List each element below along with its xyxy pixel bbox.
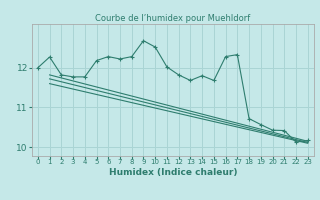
X-axis label: Humidex (Indice chaleur): Humidex (Indice chaleur) (108, 168, 237, 177)
Title: Courbe de l’humidex pour Muehldorf: Courbe de l’humidex pour Muehldorf (95, 14, 251, 23)
